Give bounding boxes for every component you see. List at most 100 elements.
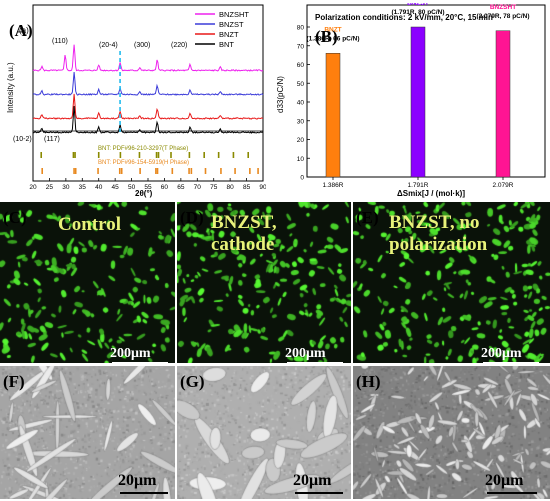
- pdf-t-tick: [138, 152, 141, 158]
- xrd-trace-bnzst: [32, 72, 264, 96]
- legend-label: BNZT: [219, 30, 239, 39]
- pdf-h-tick: [155, 168, 157, 174]
- d33-chart: Polarization conditions: 2 kV/mm, 20°C, …: [276, 0, 546, 198]
- d33-y-tick-label: 30: [297, 118, 305, 125]
- cell-fluorescence-canvas: [0, 202, 175, 363]
- xrd-panel: (a) Intensity (a.u.) BNZSHT BNZST BNZT BNT …: [3, 3, 267, 199]
- xrd-x-tick-label: 25: [46, 184, 54, 191]
- panel-c-caption: Control: [58, 214, 121, 235]
- xrd-ylabel: Intensity (a.u.): [6, 62, 15, 113]
- panel-g-scale-bar: [295, 492, 343, 494]
- pdf-h-tick: [73, 168, 75, 174]
- panel-d-scale-bar: [287, 362, 343, 363]
- pdf-h-tick: [188, 168, 190, 174]
- d33-bar-name: BNZT: [324, 26, 341, 33]
- panel-f-scale-text: 20μm: [118, 472, 157, 489]
- legend-label: BNZSHT: [219, 10, 249, 19]
- panel-f-label: (F): [3, 372, 25, 391]
- d33-y-tick-label: 80: [297, 25, 305, 32]
- xrd-x-tick-label: 75: [210, 184, 218, 191]
- panel-h-scale-text: 20μm: [485, 472, 524, 489]
- pdf-t-tick: [203, 152, 205, 158]
- peak-label-220: (220): [171, 42, 187, 49]
- pdf-t-tick: [97, 152, 100, 158]
- panel-e-scale-bar: [483, 362, 539, 363]
- pdf-h-tick: [190, 168, 193, 174]
- peak-label-110: (110): [52, 38, 68, 45]
- xrd-plot-frame: [32, 4, 264, 182]
- panel-d-caption-2: cathode: [211, 234, 275, 255]
- panel-a-sub-label: (a): [19, 26, 29, 35]
- d33-bar-value-label: (2.079R, 78 pC/N): [476, 13, 529, 20]
- panel-e-caption-2: polarization: [389, 234, 488, 255]
- xrd-x-tick-label: 20: [29, 184, 37, 191]
- d33-bar-bnzt: [325, 53, 341, 178]
- pdf-t-tick: [157, 152, 160, 158]
- xrd-x-tick-label: 30: [62, 184, 70, 191]
- d33-xlabel: ΔSmix[J / (mol·k)]: [397, 189, 465, 198]
- d33-bar-value-label: (1.791R, 80 pC/N): [391, 9, 444, 16]
- xrd-x-tick-label: 85: [243, 184, 251, 191]
- xrd-x-tick-label: 50: [128, 184, 136, 191]
- xrd-x-tick-label: 35: [79, 184, 87, 191]
- xrd-x-tick-label: 80: [227, 184, 235, 191]
- xrd-chart: (a) Intensity (a.u.) BNZSHTBNZSTBNZTBNT …: [6, 4, 267, 198]
- panel-e-caption-1: BNZST, no: [389, 212, 480, 233]
- xrd-trace-bnzsht: [32, 44, 264, 72]
- panel-c-scale-text: 200μm: [110, 346, 151, 361]
- pdf-t-tick: [247, 152, 250, 158]
- sem-image-bnzst-no-polarization: (H) 20μm: [353, 366, 550, 499]
- xrd-x-ticks: 20 25 30 35 40 45 50 55 60 65 70 75 80 85 90: [29, 178, 267, 191]
- d33-bar-bnzst: [410, 26, 426, 178]
- panel-c-scale-bar: [112, 362, 168, 363]
- d33-y-tick-label: 10: [297, 156, 305, 163]
- fluorescence-image-bnzst-cathode: (D) BNZST, cathode 200μm: [177, 202, 351, 363]
- peak-label-10-2: (10-2): [13, 136, 32, 143]
- legend-label: BNZST: [219, 20, 244, 29]
- panel-e-scale-text: 200μm: [481, 346, 522, 361]
- panel-h-label: (H): [356, 372, 381, 391]
- d33-bar-value-label: (1.386R, 66 pC/N): [306, 35, 359, 42]
- pdf-h-tick: [97, 168, 99, 174]
- xrd-x-tick-label: 70: [194, 184, 202, 191]
- pdf-h-tick: [139, 168, 141, 174]
- d33-x-tick-label: 1.791R: [408, 182, 429, 189]
- d33-bar-name: BNZST: [407, 3, 429, 7]
- peak-label-20-4: (20-4): [99, 42, 118, 49]
- pdf-h-tick: [257, 168, 259, 174]
- d33-title: Polarization conditions: 2 kV/mm, 20°C, …: [315, 13, 493, 22]
- d33-bar-name: BNZSHT: [490, 4, 516, 11]
- legend-label: BNT: [219, 40, 234, 49]
- sem-image-control: (F) 20μm: [0, 366, 175, 499]
- panel-d-scale-text: 200μm: [285, 346, 326, 361]
- d33-bar-bnzsht: [495, 30, 511, 178]
- panel-g-label: (G): [180, 372, 205, 391]
- d33-ylabel: d33(pC/N): [276, 76, 285, 113]
- xrd-pdf-ticks: [40, 152, 259, 174]
- sem-canvas: [177, 366, 351, 499]
- pdf-h-tick: [120, 168, 123, 174]
- panel-b-label: (B): [315, 27, 338, 46]
- pdf-t-tick: [170, 152, 172, 158]
- pdf-h-tick: [118, 168, 121, 174]
- d33-x-tick-label: 1.386R: [323, 182, 344, 189]
- cell-fluorescence-canvas: [353, 202, 550, 363]
- pdf-t-tick: [119, 152, 122, 158]
- pdf-h-tick: [220, 168, 222, 174]
- pdf-t-tick: [217, 152, 220, 158]
- d33-y-tick-label: 60: [297, 62, 305, 69]
- xrd-traces: [32, 44, 264, 134]
- panel-e-label: (E): [356, 208, 379, 227]
- sem-canvas: [0, 366, 175, 499]
- panel-d-caption-1: BNZST,: [211, 212, 277, 233]
- d33-y-tick-label: 40: [297, 100, 305, 107]
- panel-h-scale-bar: [487, 492, 537, 494]
- xrd-xlabel: 2θ(°): [135, 189, 153, 198]
- pdf-h-tick: [156, 168, 159, 174]
- panel-d-label: (D): [180, 208, 204, 227]
- pdf-t-tick: [72, 152, 75, 158]
- pdf-h-tick: [171, 168, 174, 174]
- xrd-x-tick-label: 45: [112, 184, 120, 191]
- d33-y-ticks: 0 10 20 30 40 50 60 70 80: [297, 25, 310, 182]
